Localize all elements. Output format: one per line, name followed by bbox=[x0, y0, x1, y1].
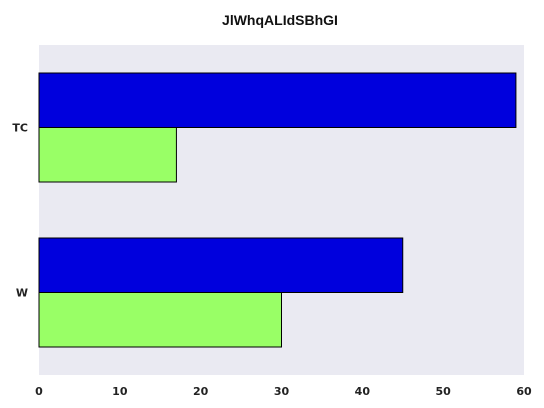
x-tick-label-40: 40 bbox=[355, 385, 371, 398]
bar-w-series-2 bbox=[38, 292, 282, 348]
x-axis-ticks: 0 10 20 30 40 50 60 bbox=[35, 385, 532, 398]
bar-w-series-1 bbox=[38, 237, 404, 293]
x-tick-label-0: 0 bbox=[35, 385, 43, 398]
bars-group bbox=[38, 72, 517, 348]
x-tick-label-50: 50 bbox=[436, 385, 452, 398]
chart-title: JlWhqALIdSBhGI bbox=[222, 12, 338, 28]
x-tick-label-60: 60 bbox=[516, 385, 532, 398]
x-tick-label-20: 20 bbox=[193, 385, 209, 398]
y-tick-label-tc: TC bbox=[12, 122, 28, 135]
y-tick-label-w: W bbox=[16, 287, 28, 300]
bar-tc-series-2 bbox=[38, 127, 177, 183]
x-tick-label-10: 10 bbox=[112, 385, 128, 398]
x-tick-label-30: 30 bbox=[274, 385, 290, 398]
bar-tc-series-1 bbox=[38, 72, 517, 128]
y-axis-ticks: TC W bbox=[12, 122, 28, 300]
